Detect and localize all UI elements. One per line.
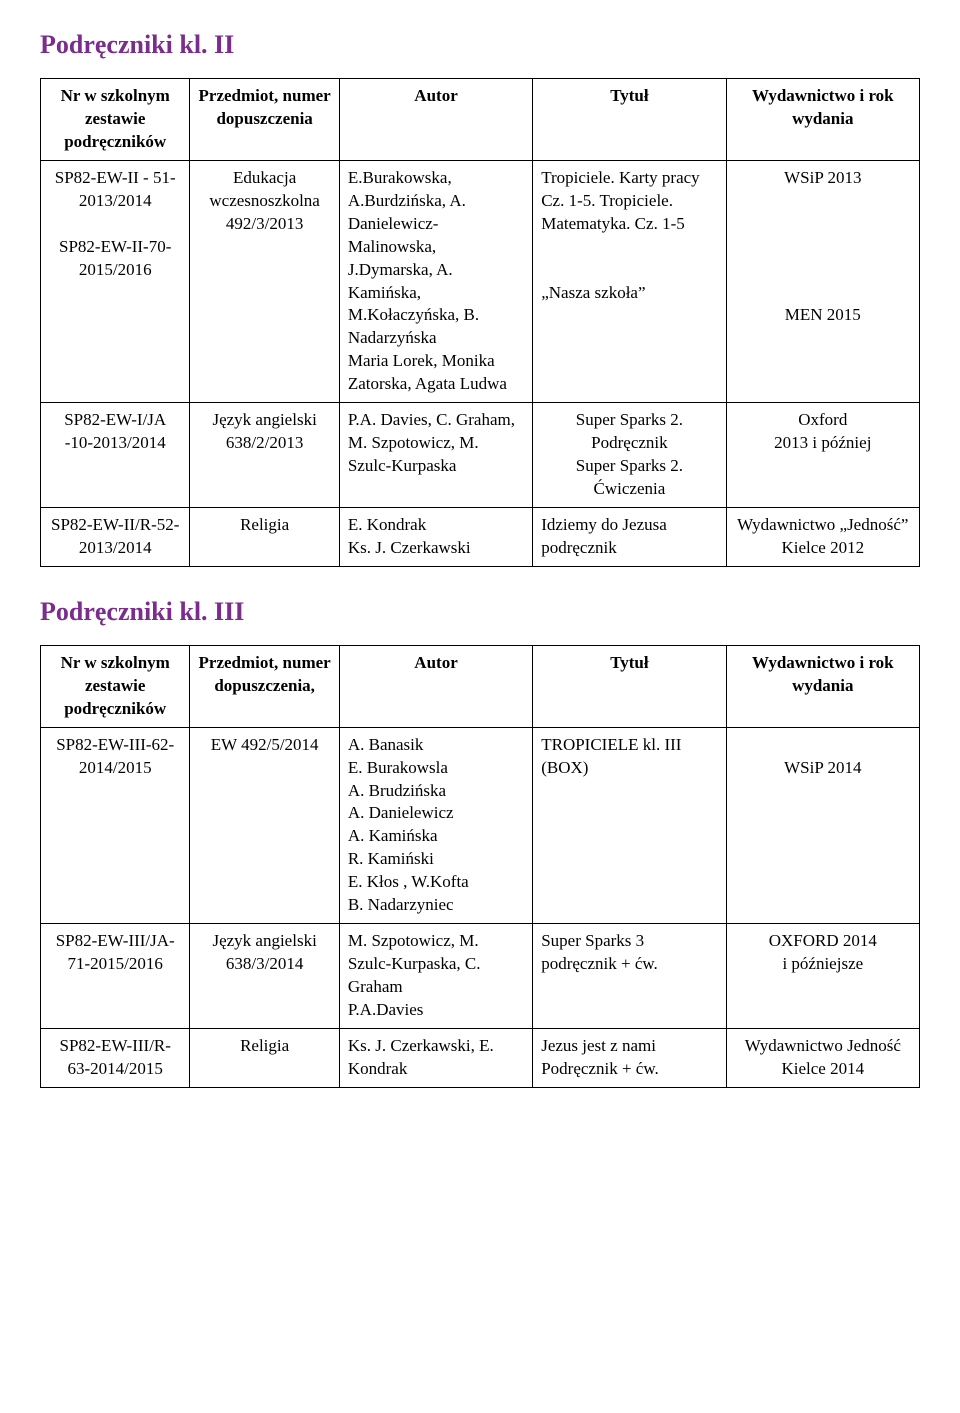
cell-nr: SP82-EW-III/JA-71-2015/2016 <box>41 924 190 1029</box>
header-nr: Nr w szkolnym zestawie podręczników <box>41 79 190 161</box>
cell-autor: M. Szpotowicz, M. Szulc-Kurpaska, C. Gra… <box>339 924 532 1029</box>
cell-autor: E.Burakowska, A.Burdzińska, A. Danielewi… <box>339 160 532 402</box>
table-row: SP82-EW-III/JA-71-2015/2016 Język angiel… <box>41 924 920 1029</box>
table-row: SP82-EW-I/JA -10-2013/2014 Język angiels… <box>41 403 920 508</box>
cell-przedmiot: Język angielski 638/3/2014 <box>190 924 339 1029</box>
cell-wyd: Wydawnictwo „Jedność” Kielce 2012 <box>726 507 919 566</box>
cell-przedmiot: EW 492/5/2014 <box>190 727 339 924</box>
cell-nr: SP82-EW-II - 51-2013/2014SP82-EW-II-70-2… <box>41 160 190 402</box>
section-title-1: Podręczniki kl. II <box>40 30 920 60</box>
textbook-table-2: Nr w szkolnym zestawie podręczników Prze… <box>40 645 920 1088</box>
cell-nr: SP82-EW-III-62-2014/2015 <box>41 727 190 924</box>
table-row: SP82-EW-III-62-2014/2015 EW 492/5/2014 A… <box>41 727 920 924</box>
cell-przedmiot: Religia <box>190 1028 339 1087</box>
header-autor: Autor <box>339 79 532 161</box>
header-nr: Nr w szkolnym zestawie podręczników <box>41 645 190 727</box>
cell-nr: SP82-EW-III/R-63-2014/2015 <box>41 1028 190 1087</box>
section-title-2: Podręczniki kl. III <box>40 597 920 627</box>
header-tytul: Tytuł <box>533 79 726 161</box>
cell-nr: SP82-EW-I/JA -10-2013/2014 <box>41 403 190 508</box>
header-przedmiot: Przedmiot, numer dopuszczenia <box>190 79 339 161</box>
table-row: SP82-EW-II - 51-2013/2014SP82-EW-II-70-2… <box>41 160 920 402</box>
textbook-table-1: Nr w szkolnym zestawie podręczników Prze… <box>40 78 920 567</box>
cell-wyd: OXFORD 2014i późniejsze <box>726 924 919 1029</box>
cell-tytul: Tropiciele. Karty pracy Cz. 1-5. Tropici… <box>533 160 726 402</box>
header-przedmiot: Przedmiot, numer dopuszczenia, <box>190 645 339 727</box>
table-row: SP82-EW-II/R-52-2013/2014 Religia E. Kon… <box>41 507 920 566</box>
header-wyd: Wydawnictwo i rok wydania <box>726 79 919 161</box>
cell-tytul: Super Sparks 3 podręcznik + ćw. <box>533 924 726 1029</box>
cell-wyd: WSiP 2014 <box>726 727 919 924</box>
cell-wyd: Wydawnictwo JednośćKielce 2014 <box>726 1028 919 1087</box>
cell-autor: P.A. Davies, C. Graham, M. Szpotowicz, M… <box>339 403 532 508</box>
cell-nr: SP82-EW-II/R-52-2013/2014 <box>41 507 190 566</box>
cell-autor: Ks. J. Czerkawski, E. Kondrak <box>339 1028 532 1087</box>
cell-autor: E. KondrakKs. J. Czerkawski <box>339 507 532 566</box>
cell-tytul: TROPICIELE kl. III (BOX) <box>533 727 726 924</box>
header-autor: Autor <box>339 645 532 727</box>
cell-autor: A. BanasikE. BurakowslaA. BrudzińskaA. D… <box>339 727 532 924</box>
cell-przedmiot: Religia <box>190 507 339 566</box>
cell-przedmiot: Język angielski 638/2/2013 <box>190 403 339 508</box>
cell-tytul: Idziemy do Jezusa podręcznik <box>533 507 726 566</box>
header-wyd: Wydawnictwo i rok wydania <box>726 645 919 727</box>
cell-tytul: Super Sparks 2. PodręcznikSuper Sparks 2… <box>533 403 726 508</box>
cell-tytul: Jezus jest z nami Podręcznik + ćw. <box>533 1028 726 1087</box>
cell-wyd: WSiP 2013MEN 2015 <box>726 160 919 402</box>
cell-wyd: Oxford2013 i później <box>726 403 919 508</box>
table-row: SP82-EW-III/R-63-2014/2015 Religia Ks. J… <box>41 1028 920 1087</box>
cell-przedmiot: Edukacja wczesnoszkolna 492/3/2013 <box>190 160 339 402</box>
header-tytul: Tytuł <box>533 645 726 727</box>
